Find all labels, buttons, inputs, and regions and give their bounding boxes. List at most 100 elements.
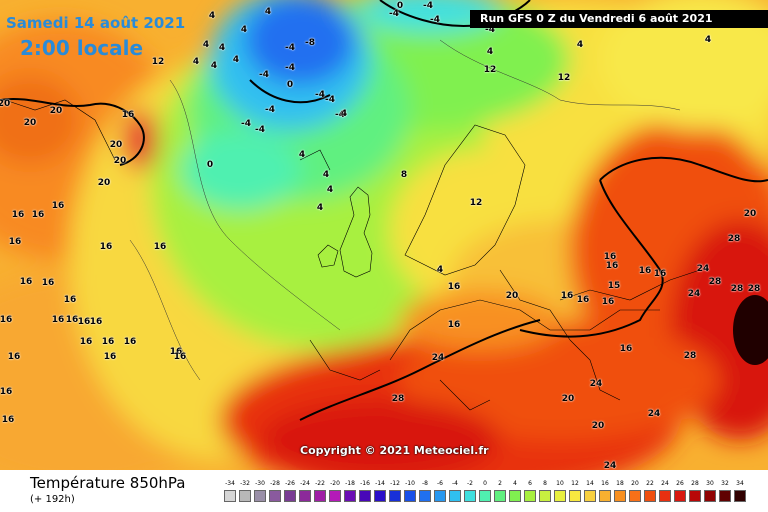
legend-swatch — [359, 490, 371, 502]
legend-value: 32 — [721, 480, 729, 487]
isotherm-value-label: 20 — [591, 421, 605, 431]
forecast-date: Samedi 14 août 2021 — [6, 14, 186, 32]
legend-value: 14 — [586, 480, 594, 487]
legend-swatch — [704, 490, 716, 502]
legend-value: -16 — [360, 480, 370, 487]
isotherm-value-label: -4 — [255, 125, 265, 135]
isotherm-value-label: 20 — [743, 209, 757, 219]
isotherm-value-label: 16 — [7, 352, 21, 362]
isotherm-value-label: -4 — [265, 105, 275, 115]
temperature-map: -4-4-4-4-4000-8-4-4-4-4-4-4-4-4-44444444… — [0, 0, 768, 470]
isotherm-value-label: 15 — [607, 281, 621, 291]
isotherm-value-label: 16 — [173, 352, 187, 362]
isotherm-value-label: 4 — [576, 40, 584, 50]
isotherm-value-label: -4 — [285, 63, 295, 73]
isotherm-value-label: 16 — [619, 344, 633, 354]
isotherm-value-label: 16 — [123, 337, 137, 347]
isotherm-value-label: 16 — [89, 317, 103, 327]
legend-value: -6 — [437, 480, 443, 487]
legend-swatch — [269, 490, 281, 502]
legend-value: 16 — [601, 480, 609, 487]
isotherm-value-label: 16 — [0, 315, 13, 325]
legend-value: 22 — [646, 480, 654, 487]
legend-value: 28 — [691, 480, 699, 487]
legend-swatch — [299, 490, 311, 502]
isotherm-value-label: 16 — [169, 347, 183, 357]
hot-core — [733, 295, 768, 365]
legend-swatch — [254, 490, 266, 502]
legend-swatch — [509, 490, 521, 502]
legend-swatch — [569, 490, 581, 502]
isotherm-value-label: 24 — [696, 264, 710, 274]
isotherm-value-label: 4 — [240, 25, 248, 35]
legend-swatch — [689, 490, 701, 502]
isotherm-value-label: 4 — [316, 203, 324, 213]
legend-swatch — [644, 490, 656, 502]
isotherm-value-label: 20 — [23, 118, 37, 128]
isotherm-value-label: 4 — [340, 109, 348, 119]
isotherm-value-label: 16 — [1, 415, 15, 425]
isotherm-value-label: -4 — [389, 9, 399, 19]
legend-swatch — [224, 490, 236, 502]
isotherm-value-label: 16 — [77, 317, 91, 327]
legend-swatch — [284, 490, 296, 502]
legend-value: -30 — [255, 480, 265, 487]
legend-swatch — [524, 490, 536, 502]
legend-value: 8 — [543, 480, 547, 487]
isotherm-value-label: 8 — [400, 170, 408, 180]
legend-value: -2 — [467, 480, 473, 487]
legend-swatch — [539, 490, 551, 502]
isotherm-value-label: 16 — [153, 242, 167, 252]
isotherm-value-label: -4 — [259, 70, 269, 80]
isotherm-value-label: 20 — [561, 394, 575, 404]
legend-swatch — [434, 490, 446, 502]
isotherm-value-label: 16 — [31, 210, 45, 220]
isotherm-value-label: 4 — [208, 11, 216, 21]
legend-swatch — [629, 490, 641, 502]
legend-value: 12 — [571, 480, 579, 487]
legend-swatch — [389, 490, 401, 502]
legend-swatch — [239, 490, 251, 502]
isotherm-value-label: 16 — [447, 320, 461, 330]
isotherm-value-label: 16 — [63, 295, 77, 305]
isotherm-value-label: 20 — [49, 106, 63, 116]
legend-value: 18 — [616, 480, 624, 487]
legend-value: 30 — [706, 480, 714, 487]
isotherm-value-label: 24 — [431, 353, 445, 363]
map-canvas — [0, 0, 768, 470]
isotherm-value-label: 28 — [727, 234, 741, 244]
legend-swatch — [659, 490, 671, 502]
isotherm-value-label: 16 — [51, 315, 65, 325]
legend-value: 10 — [556, 480, 564, 487]
isotherm-value-label: 12 — [469, 198, 483, 208]
isotherm-value-label: 28 — [683, 351, 697, 361]
isotherm-value-label: 20 — [109, 140, 123, 150]
forecast-time: 2:00 locale — [20, 36, 144, 60]
isotherm-value-label: 16 — [605, 261, 619, 271]
isotherm-value-label: 16 — [121, 110, 135, 120]
variable-title: Température 850hPa — [30, 474, 186, 492]
isotherm-value-label: 16 — [576, 295, 590, 305]
legend-swatch — [464, 490, 476, 502]
isotherm-value-label: 16 — [560, 291, 574, 301]
coastlines — [4, 99, 701, 411]
isotherm-value-label: 24 — [589, 379, 603, 389]
legend-swatch — [614, 490, 626, 502]
isotherm-value-label: -4 — [430, 15, 440, 25]
isotherm-value-label: 28 — [747, 284, 761, 294]
isotherm-value-label: 4 — [326, 185, 334, 195]
isotherm-value-label: 12 — [557, 73, 571, 83]
isotherm-value-label: -4 — [241, 119, 251, 129]
isotherm-value-label: 12 — [151, 57, 165, 67]
isotherm-value-label: 0 — [396, 1, 404, 11]
isotherm-value-label: 16 — [11, 210, 25, 220]
legend-swatch — [329, 490, 341, 502]
legend-swatch — [374, 490, 386, 502]
isotherm-value-label: 4 — [202, 40, 210, 50]
isotherm-value-label: 4 — [436, 265, 444, 275]
legend-value: -12 — [390, 480, 400, 487]
isotherm-value-label: 20 — [97, 178, 111, 188]
isotherm-value-label: 28 — [708, 277, 722, 287]
isotherm-value-label: 4 — [192, 57, 200, 67]
